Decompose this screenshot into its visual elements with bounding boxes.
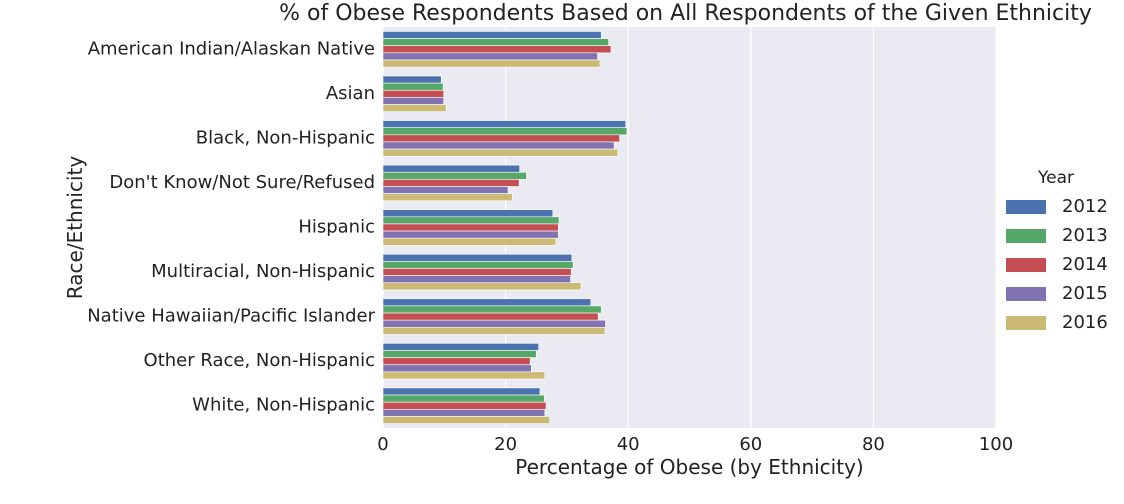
bar (382, 401, 547, 410)
x-tick-label: 80 (862, 434, 885, 455)
x-tick-label: 0 (377, 434, 388, 455)
bar (382, 171, 527, 180)
y-tick-label: Multiracial, Non-Hispanic (151, 261, 375, 282)
bar (382, 75, 442, 84)
y-tick-label: Other Race, Non-Hispanic (144, 350, 375, 371)
chart-title: % of Obese Respondents Based on All Resp… (279, 1, 1092, 26)
bar (382, 120, 627, 128)
bar (382, 164, 520, 173)
bar (382, 350, 537, 358)
bars (382, 31, 628, 424)
bar (382, 59, 601, 68)
bar (382, 141, 615, 150)
bar (382, 282, 582, 291)
y-tick-label: American Indian/Alaskan Native (88, 38, 375, 59)
y-tick-label: Asian (326, 83, 375, 104)
bar (382, 312, 599, 321)
legend-swatch (1006, 287, 1046, 301)
bar (382, 327, 606, 335)
bar (382, 223, 559, 232)
bar (382, 148, 619, 157)
bar (382, 416, 551, 424)
bar (382, 394, 545, 403)
bar (382, 253, 573, 262)
bar (382, 104, 447, 112)
bar (382, 357, 531, 366)
y-tick-label: Native Hawaiian/Pacific Islander (87, 306, 375, 327)
bar (382, 82, 444, 91)
legend-swatch (1006, 200, 1046, 214)
bar (382, 371, 546, 380)
bar (382, 216, 560, 225)
legend-swatch (1006, 316, 1046, 330)
bar (382, 305, 602, 314)
bar (382, 298, 592, 307)
y-tick-label: White, Non-Hispanic (192, 395, 375, 416)
x-tick-label: 40 (617, 434, 640, 455)
x-tick-labels: 0 20 40 60 80 100 (377, 434, 1013, 455)
legend-swatch (1006, 229, 1046, 243)
bar (382, 408, 546, 417)
bar (382, 193, 513, 202)
x-tick-label: 20 (494, 434, 517, 455)
bar (382, 261, 574, 269)
bar (382, 52, 598, 61)
y-tick-label: Hispanic (298, 217, 375, 238)
bar (382, 230, 559, 239)
legend-label: 2012 (1062, 196, 1108, 217)
y-axis-title: Race/Ethnicity (63, 156, 87, 300)
bar (382, 89, 444, 98)
y-tick-label: Black, Non-Hispanic (196, 127, 375, 148)
y-tick-labels: American Indian/Alaskan Native Asian Black… (87, 38, 375, 415)
y-tick-label: Don't Know/Not Sure/Refused (109, 172, 375, 193)
legend-label: 2013 (1062, 225, 1108, 246)
bar (382, 134, 620, 143)
bar (382, 38, 609, 47)
x-tick-label: 60 (739, 434, 762, 455)
bar (382, 97, 444, 105)
bar (382, 186, 509, 194)
bar (382, 179, 520, 187)
x-tick-label: 100 (979, 434, 1013, 455)
legend: Year 2012 2013 2014 2015 2016 (1006, 168, 1108, 333)
bar (382, 275, 571, 284)
legend-label: 2015 (1062, 283, 1108, 304)
legend-swatch (1006, 258, 1046, 272)
bar (382, 31, 602, 39)
x-axis-title: Percentage of Obese (by Ethnicity) (515, 455, 863, 479)
bar (382, 268, 572, 276)
bar (382, 237, 557, 246)
bar (382, 209, 554, 218)
bar (382, 343, 540, 351)
legend-label: 2016 (1062, 312, 1108, 333)
legend-title: Year (1037, 168, 1074, 188)
bar (382, 45, 612, 54)
bar (382, 364, 532, 373)
bar (382, 387, 541, 396)
legend-label: 2014 (1062, 254, 1108, 275)
bar (382, 319, 606, 328)
bar (382, 127, 628, 136)
